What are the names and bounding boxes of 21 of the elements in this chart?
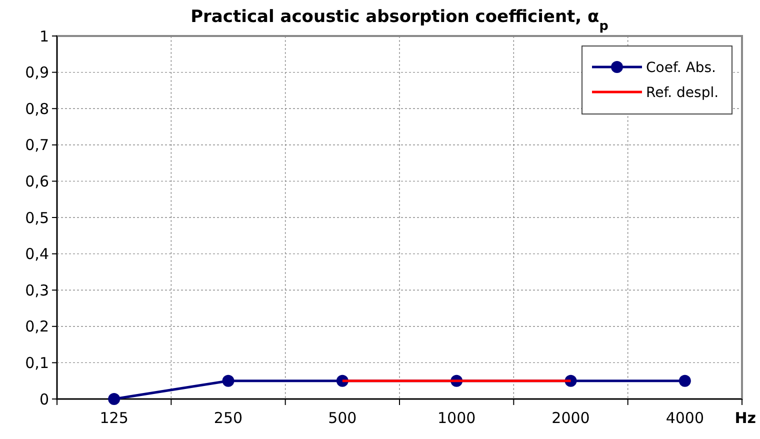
y-tick-label: 0,6 <box>25 172 49 190</box>
x-tick-label: 125 <box>100 409 128 427</box>
y-tick-label: 0,2 <box>25 318 49 336</box>
y-tick-label: 0,9 <box>25 64 49 82</box>
y-tick-label: 1 <box>39 27 49 46</box>
y-tick-label: 0,3 <box>25 281 49 300</box>
legend-label: Coef. Abs. <box>646 60 716 76</box>
x-tick-label: 250 <box>214 409 243 427</box>
x-tick-label: 2000 <box>552 409 590 427</box>
x-tick-label: 1000 <box>437 409 476 427</box>
y-tick-label: 0,1 <box>25 354 49 372</box>
x-axis-title: Hz <box>734 409 756 427</box>
y-tick-label: 0,5 <box>25 208 49 227</box>
y-tick-label: 0,7 <box>25 136 49 154</box>
y-tick-label: 0,4 <box>25 245 49 264</box>
y-tick-label: 0,8 <box>25 100 49 118</box>
y-tick-label: 0 <box>39 390 49 408</box>
chart-title: Practical acoustic absorption coefficient, α$_{p}$ <box>190 7 608 34</box>
x-tick-label: 500 <box>328 409 357 427</box>
legend-label: Ref. despl. <box>646 84 719 101</box>
x-tick-label: 4000 <box>666 409 704 427</box>
